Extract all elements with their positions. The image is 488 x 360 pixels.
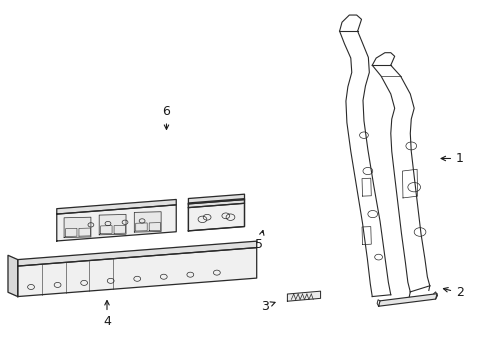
Polygon shape — [188, 199, 244, 208]
Polygon shape — [188, 199, 244, 231]
Polygon shape — [188, 194, 244, 204]
Polygon shape — [8, 255, 18, 297]
Text: 6: 6 — [162, 105, 170, 129]
Polygon shape — [57, 199, 176, 214]
Text: 5: 5 — [255, 230, 264, 251]
Polygon shape — [18, 248, 256, 297]
Polygon shape — [64, 217, 91, 238]
Polygon shape — [188, 203, 244, 231]
Polygon shape — [57, 205, 176, 241]
Polygon shape — [99, 215, 126, 235]
Text: 1: 1 — [440, 152, 463, 165]
Text: 2: 2 — [443, 287, 463, 300]
Polygon shape — [134, 212, 161, 232]
Polygon shape — [18, 241, 256, 266]
Polygon shape — [287, 291, 320, 301]
Text: 3: 3 — [261, 300, 275, 313]
Polygon shape — [378, 294, 436, 306]
Text: 4: 4 — [103, 301, 111, 328]
